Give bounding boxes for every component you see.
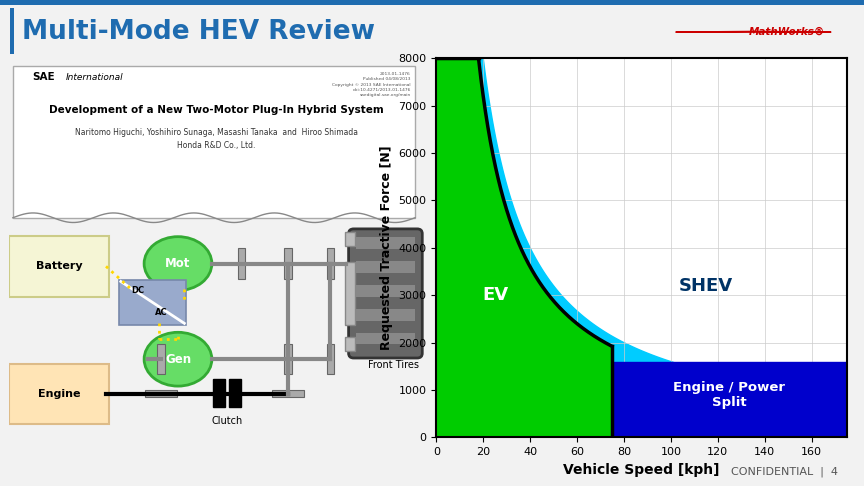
Y-axis label: Requested Tractive Force [N]: Requested Tractive Force [N]: [380, 145, 393, 350]
Bar: [356, 285, 415, 296]
Bar: [356, 309, 415, 321]
Bar: [213, 379, 225, 407]
Bar: [272, 390, 304, 398]
Bar: [238, 248, 245, 278]
Bar: [356, 332, 415, 345]
Text: Clutch: Clutch: [211, 416, 242, 426]
Text: Naritomo Higuchi, Yoshihiro Sunaga, Masashi Tanaka  and  Hiroo Shimada: Naritomo Higuchi, Yoshihiro Sunaga, Masa…: [74, 127, 358, 137]
Text: Engine: Engine: [38, 389, 80, 399]
Text: EV: EV: [482, 286, 508, 304]
Bar: [356, 237, 415, 249]
Polygon shape: [436, 58, 613, 437]
Bar: [356, 261, 415, 273]
Text: AC: AC: [155, 308, 168, 317]
Text: Engine / Power
Split: Engine / Power Split: [673, 381, 785, 409]
Bar: [145, 390, 177, 398]
Bar: [0, 0, 864, 5]
Text: MathWorks®: MathWorks®: [749, 27, 825, 37]
Text: Mot: Mot: [165, 257, 191, 270]
X-axis label: Vehicle Speed [kph]: Vehicle Speed [kph]: [563, 463, 720, 477]
Bar: [346, 232, 354, 245]
Text: Front Tires: Front Tires: [368, 360, 419, 370]
FancyBboxPatch shape: [10, 237, 110, 296]
Ellipse shape: [144, 332, 212, 386]
Bar: [346, 337, 354, 351]
Text: Development of a New Two-Motor Plug-In Hybrid System: Development of a New Two-Motor Plug-In H…: [48, 105, 384, 115]
FancyBboxPatch shape: [10, 364, 110, 424]
Text: CONFIDENTIAL  |  4: CONFIDENTIAL | 4: [731, 466, 838, 477]
FancyBboxPatch shape: [119, 280, 186, 325]
Text: SHEV: SHEV: [679, 277, 733, 295]
Polygon shape: [613, 362, 847, 437]
Text: International: International: [66, 73, 124, 82]
Text: Gen: Gen: [165, 353, 191, 365]
FancyBboxPatch shape: [13, 66, 415, 218]
Bar: [284, 344, 292, 374]
Bar: [284, 248, 292, 278]
Text: Honda R&D Co., Ltd.: Honda R&D Co., Ltd.: [177, 141, 255, 151]
Bar: [157, 344, 165, 374]
FancyBboxPatch shape: [348, 229, 422, 358]
Text: 2013-01-1476
Published 04/08/2013
Copyright © 2013 SAE International
doi:10.4271: 2013-01-1476 Published 04/08/2013 Copyri…: [332, 72, 411, 97]
Text: Battery: Battery: [36, 261, 83, 271]
Bar: [229, 379, 241, 407]
Bar: [327, 344, 334, 374]
Bar: [346, 261, 354, 325]
Text: DC: DC: [131, 286, 144, 295]
Text: SAE: SAE: [32, 72, 54, 82]
Bar: [327, 248, 334, 278]
Ellipse shape: [144, 237, 212, 291]
Polygon shape: [436, 58, 847, 437]
Bar: [10, 8, 14, 53]
Text: Multi-Mode HEV Review: Multi-Mode HEV Review: [22, 19, 375, 45]
